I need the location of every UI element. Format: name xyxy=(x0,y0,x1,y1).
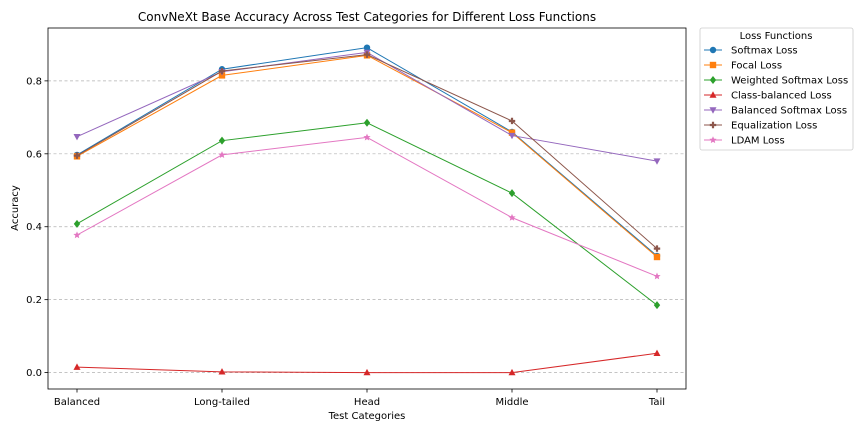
data-point xyxy=(363,118,371,127)
legend-swatch-marker xyxy=(709,136,717,144)
legend-label: Weighted Softmax Loss xyxy=(731,76,848,87)
series-3 xyxy=(73,349,661,376)
series-line xyxy=(76,122,658,306)
data-point xyxy=(73,152,81,159)
legend-item: Equalization Loss xyxy=(704,121,817,132)
series-line xyxy=(76,51,658,162)
legend-label: Class-balanced Loss xyxy=(731,91,832,102)
data-point xyxy=(508,129,516,136)
legend-swatch-marker xyxy=(709,76,717,84)
series-line xyxy=(76,54,658,249)
data-point xyxy=(653,272,661,280)
legend-label: Balanced Softmax Loss xyxy=(731,106,847,117)
plot-frame xyxy=(47,27,687,390)
data-point xyxy=(73,219,81,228)
legend-label: Equalization Loss xyxy=(731,121,817,132)
x-tick-label: Tail xyxy=(648,397,665,408)
series-line xyxy=(76,47,658,257)
y-axis: 0.0 0.2 0.4 0.6 0.8 xyxy=(26,76,48,379)
data-point xyxy=(73,133,81,141)
x-tick-label: Head xyxy=(354,397,380,408)
series-layer xyxy=(73,44,661,376)
legend-title: Loss Functions xyxy=(740,31,813,42)
legend-swatch-marker xyxy=(709,121,717,129)
data-point xyxy=(73,363,81,370)
y-axis-label: Accuracy xyxy=(10,185,21,231)
legend: Loss Functions Softmax Loss Focal Loss Wei… xyxy=(699,27,854,151)
legend-swatch-marker xyxy=(709,61,717,69)
y-tick-label: 0.4 xyxy=(26,222,42,233)
series-1 xyxy=(73,52,661,261)
legend-swatch-marker xyxy=(709,107,717,114)
data-point xyxy=(363,133,371,141)
chart-title: ConvNeXt Base Accuracy Across Test Categ… xyxy=(138,10,596,24)
legend-swatch-marker xyxy=(709,91,717,98)
data-point xyxy=(363,44,371,51)
y-tick-label: 0.0 xyxy=(26,368,42,379)
legend-label: Softmax Loss xyxy=(731,46,798,57)
data-point xyxy=(218,67,226,75)
data-point xyxy=(653,253,661,261)
data-point xyxy=(508,368,516,376)
legend-item: Softmax Loss xyxy=(704,46,798,57)
x-axis: Balanced Long-tailed Head Middle Tail xyxy=(54,389,665,408)
series-2 xyxy=(73,118,661,310)
legend-label: LDAM Loss xyxy=(731,136,785,147)
data-point xyxy=(653,349,661,356)
data-point xyxy=(653,301,661,310)
data-point xyxy=(363,368,371,376)
legend-item: Class-balanced Loss xyxy=(704,91,832,102)
legend-item: Focal Loss xyxy=(704,61,782,72)
data-point xyxy=(653,158,661,165)
y-tick-label: 0.2 xyxy=(26,295,42,306)
x-axis-label: Test Categories xyxy=(328,411,406,422)
x-tick-label: Balanced xyxy=(54,397,100,408)
y-tick-label: 0.8 xyxy=(26,76,42,87)
legend-item: Weighted Softmax Loss xyxy=(704,76,848,87)
x-tick-label: Long-tailed xyxy=(194,397,250,408)
data-point xyxy=(508,189,516,198)
y-tick-label: 0.6 xyxy=(26,149,42,160)
x-tick-label: Middle xyxy=(495,397,528,408)
data-point xyxy=(508,132,516,140)
data-point xyxy=(218,136,226,145)
legend-item: Balanced Softmax Loss xyxy=(704,106,847,117)
data-point xyxy=(363,51,371,58)
data-point xyxy=(508,213,516,221)
series-6 xyxy=(73,133,661,280)
legend-label: Focal Loss xyxy=(731,61,782,72)
data-point xyxy=(508,117,516,125)
data-point xyxy=(218,151,226,158)
data-point xyxy=(73,231,81,239)
legend-box xyxy=(699,27,854,151)
data-point xyxy=(653,245,661,252)
series-line xyxy=(76,136,658,277)
legend-item: LDAM Loss xyxy=(704,136,785,147)
legend-swatch-marker xyxy=(709,46,717,54)
legend-items: Softmax Loss Focal Loss Weighted Softmax L… xyxy=(704,46,848,147)
data-point xyxy=(218,368,226,375)
series-4 xyxy=(73,49,661,165)
series-5 xyxy=(73,51,661,252)
